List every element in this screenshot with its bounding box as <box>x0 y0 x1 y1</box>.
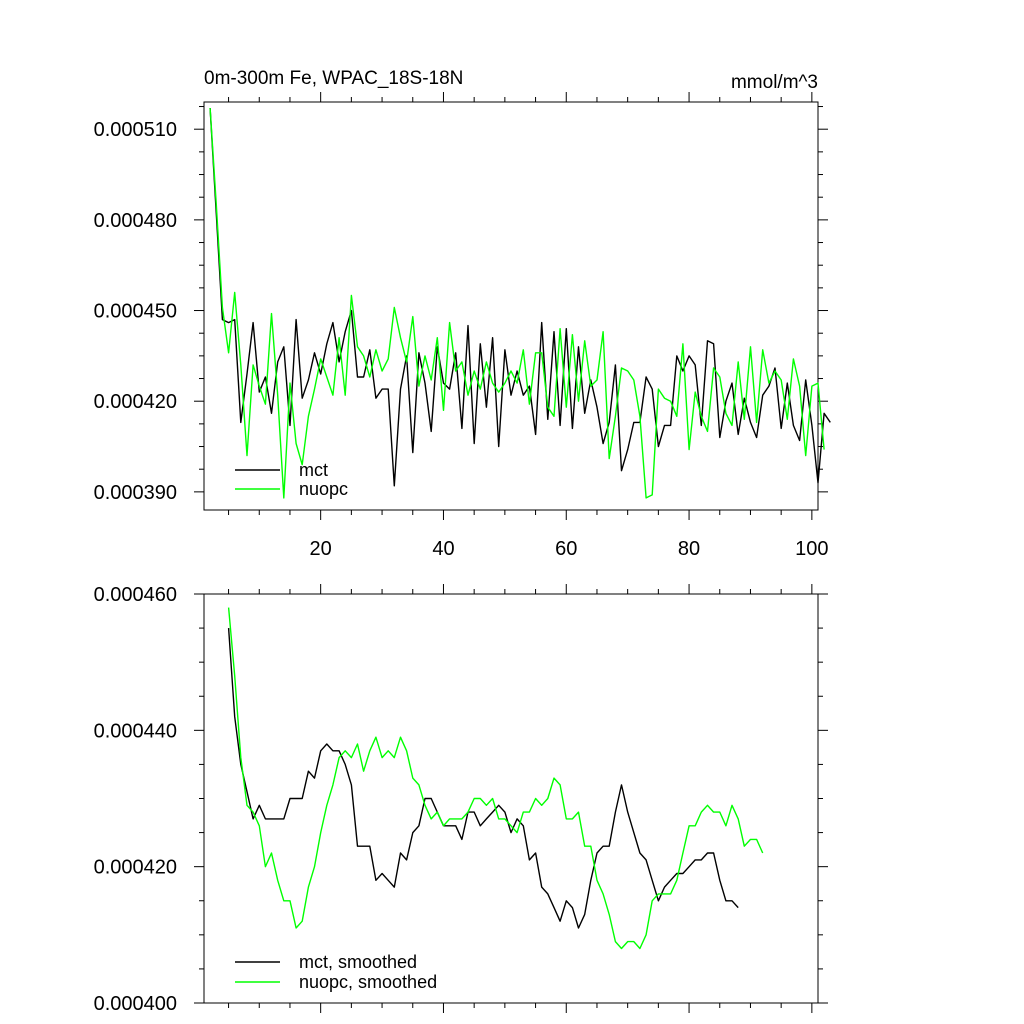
x-tick-label: 100 <box>795 538 828 560</box>
bottom-panel: 0.000400 0.000420 0.000440 0.000460 mct, smo… <box>94 584 828 1015</box>
series-line-mct <box>209 107 831 487</box>
x-tick-label: 60 <box>555 538 577 560</box>
legend-label: nuopc, smoothed <box>299 972 437 992</box>
y-tick-label: 0.000400 <box>94 993 177 1015</box>
y-tick-label: 0.000510 <box>94 119 177 141</box>
series-line-nuopc <box>227 607 764 950</box>
plot-frame <box>203 101 819 511</box>
x-tick-label: 40 <box>432 538 454 560</box>
series-line-mct <box>227 628 739 929</box>
legend-label: mct <box>299 460 328 480</box>
y-tick-label: 0.000460 <box>94 584 177 606</box>
x-tick-label: 20 <box>310 538 332 560</box>
series-line-nuopc <box>209 107 825 499</box>
y-tick-label: 0.000420 <box>94 391 177 413</box>
chart-title: 0m-300m Fe, WPAC_18S-18N <box>204 68 463 89</box>
y-tick-label: 0.000420 <box>94 857 177 879</box>
legend-label: mct, smoothed <box>299 952 417 972</box>
y-tick-label: 0.000450 <box>94 301 177 323</box>
y-tick-label: 0.000480 <box>94 210 177 232</box>
units-label: mmol/m^3 <box>731 72 818 93</box>
x-tick-label: 80 <box>678 538 700 560</box>
y-tick-label: 0.000440 <box>94 720 177 742</box>
top-panel: 20 40 60 80 100 0.000390 0.000420 0.000450 0.000… <box>94 68 831 560</box>
legend-label: nuopc <box>299 479 348 499</box>
y-tick-label: 0.000390 <box>94 482 177 504</box>
